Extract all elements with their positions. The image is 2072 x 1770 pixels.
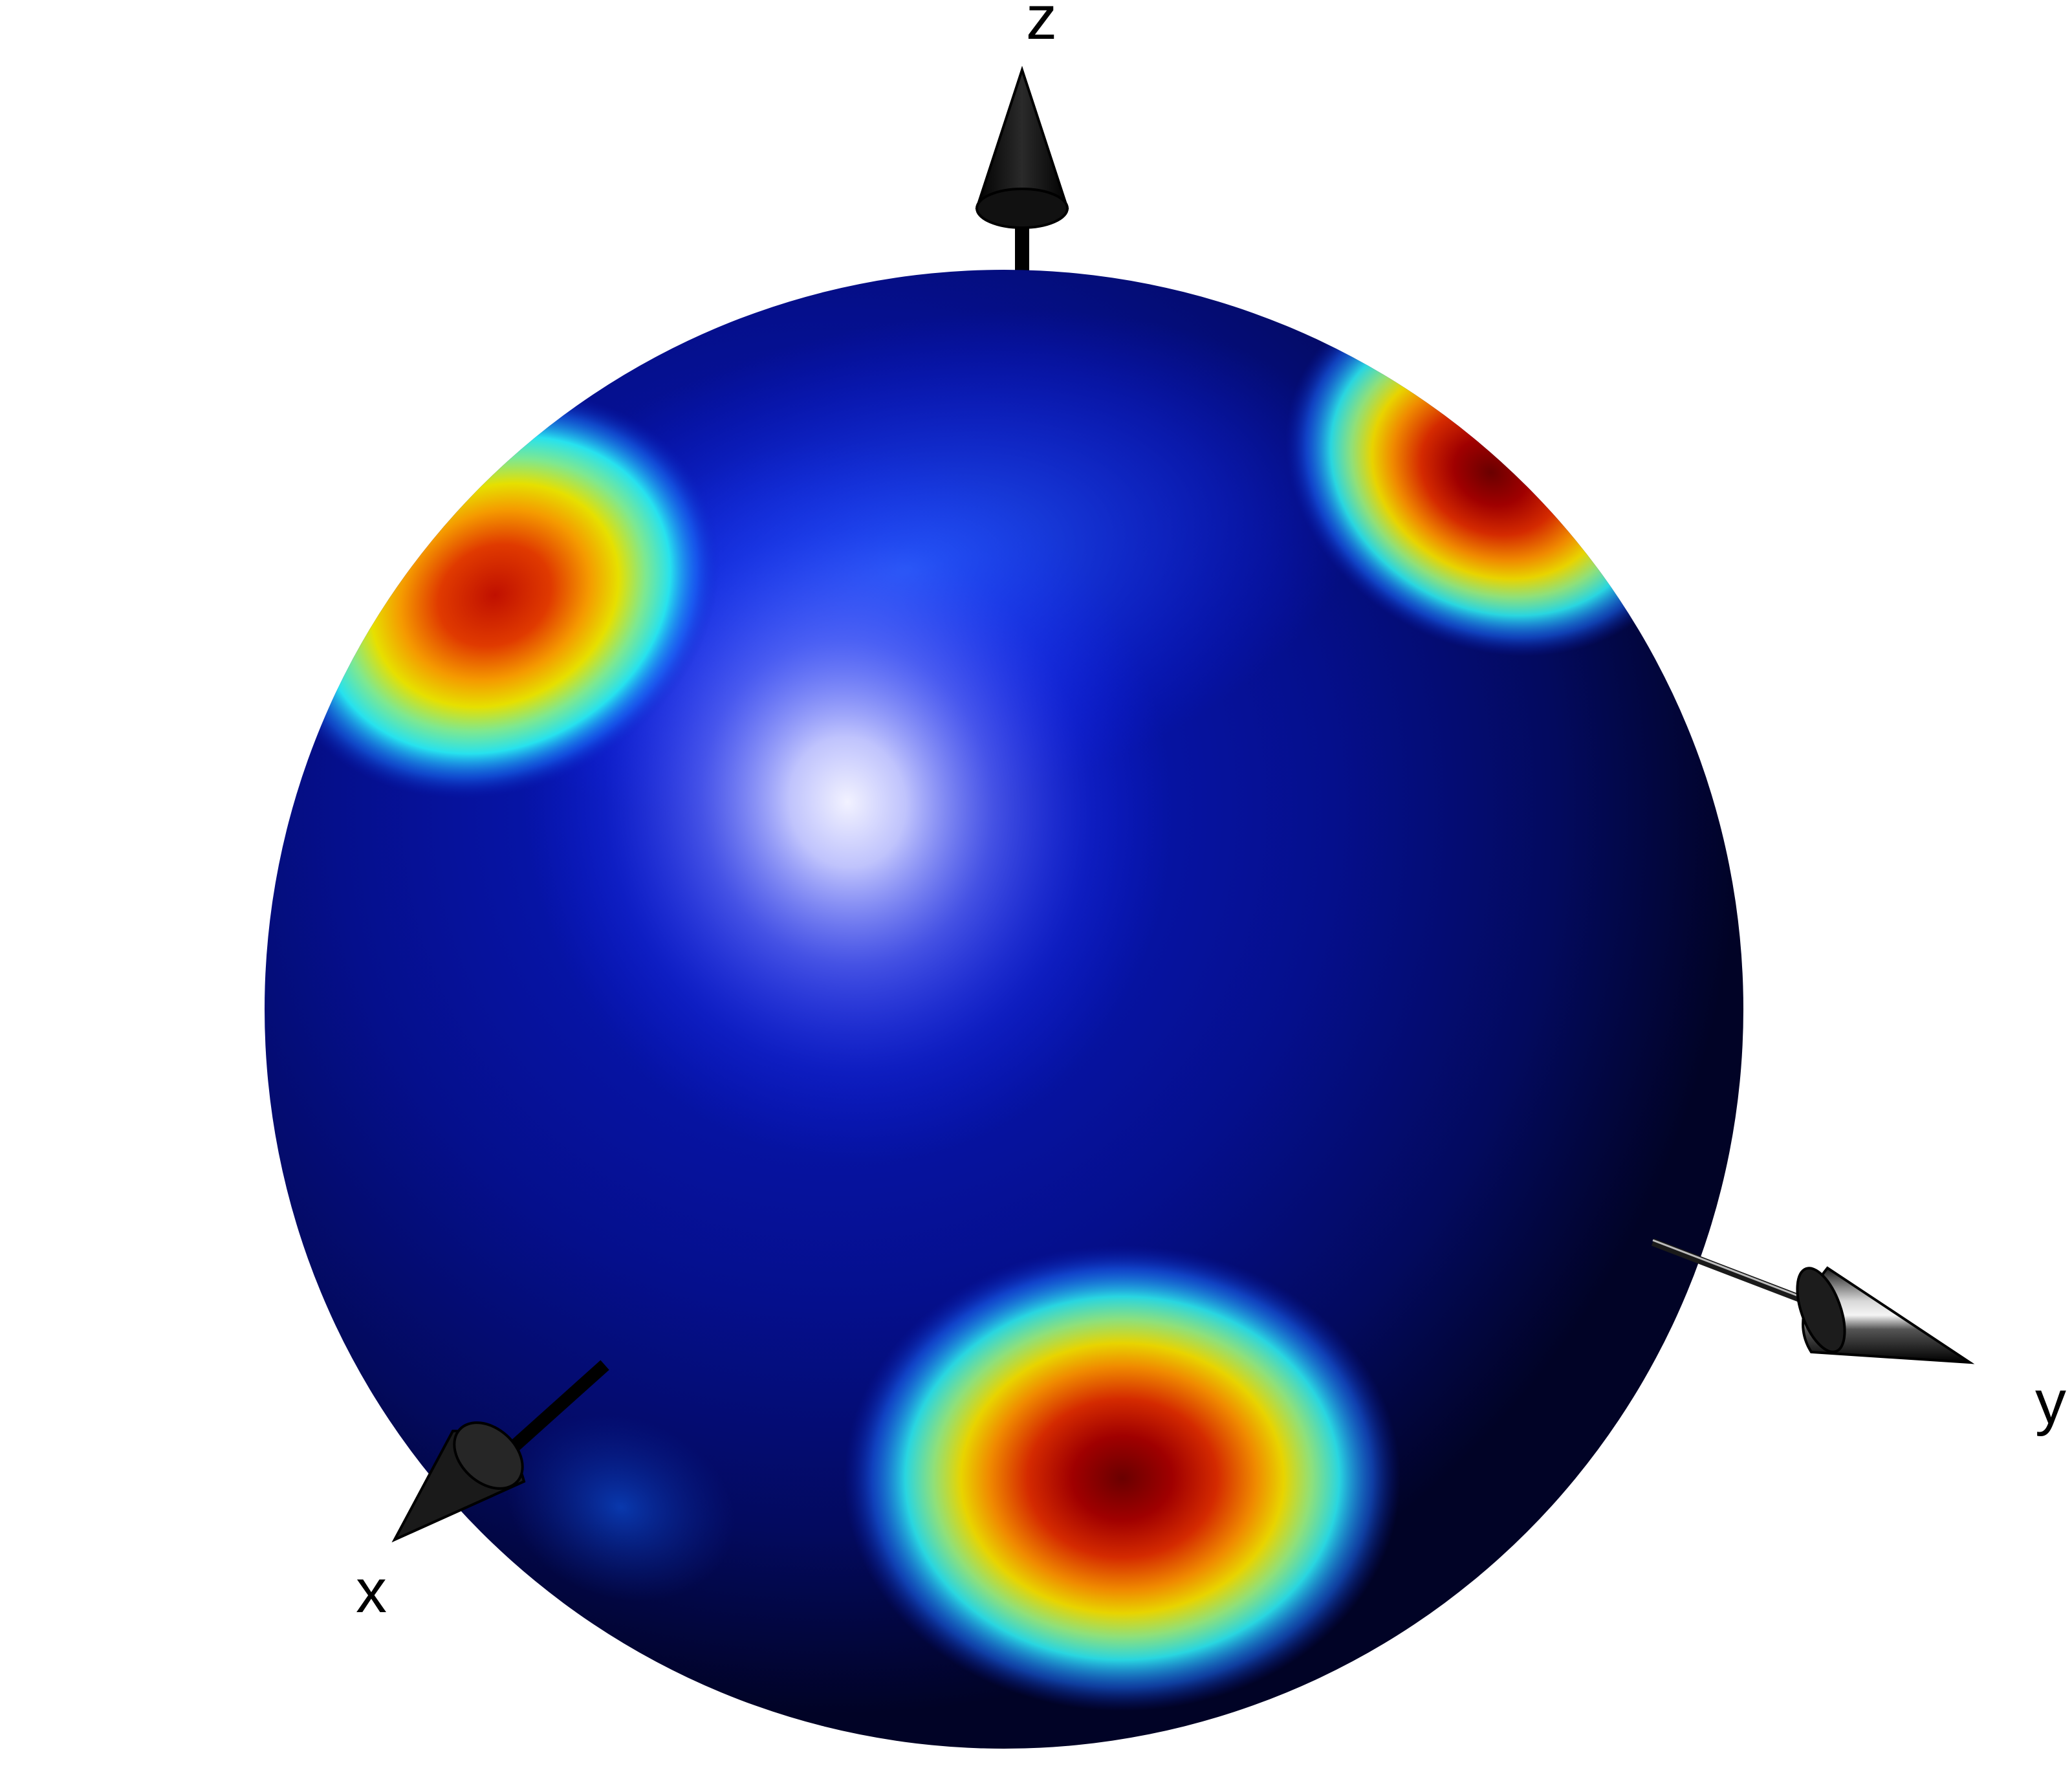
faint-spot-lower-left: [507, 1413, 735, 1602]
hotspot-bottom: [844, 1245, 1401, 1711]
y-axis-label: y: [2035, 1368, 2066, 1437]
y-axis-arrow: [1651, 1238, 1975, 1364]
x-axis-label: x: [356, 1557, 387, 1626]
x-axis-arrow: [391, 1360, 609, 1543]
z-axis-label: z: [1026, 0, 1057, 52]
